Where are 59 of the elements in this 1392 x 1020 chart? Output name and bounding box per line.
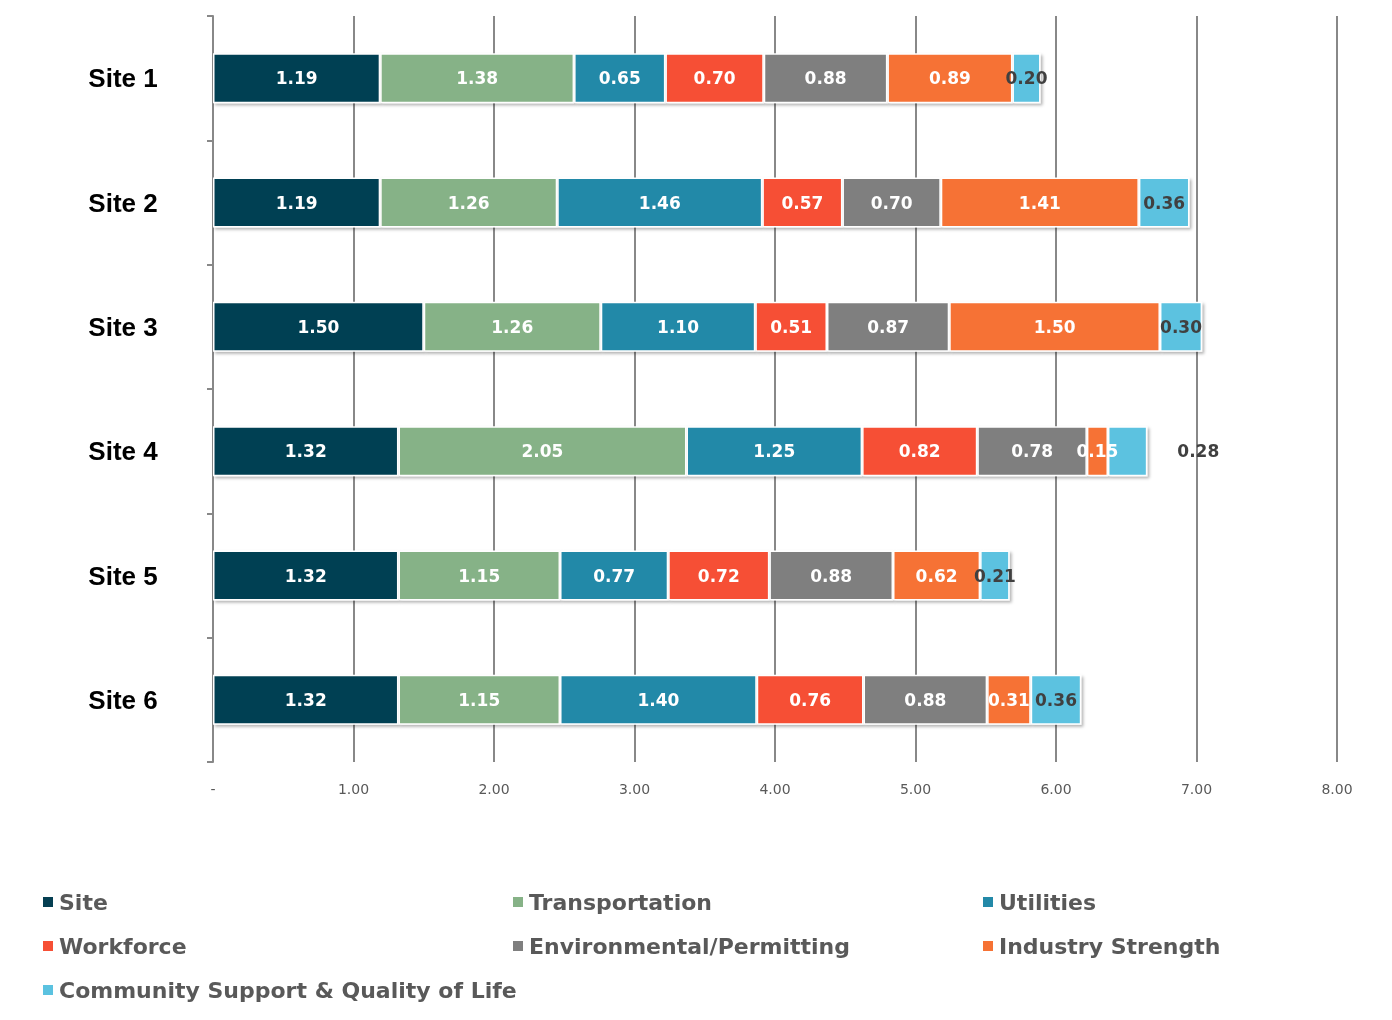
data-label: 1.32: [284, 689, 327, 710]
data-label: 0.36: [1035, 689, 1077, 710]
data-label: 0.70: [870, 192, 913, 213]
x-tick-label: 4.00: [759, 781, 791, 797]
data-label: 1.50: [1033, 316, 1076, 337]
data-label: 1.15: [458, 565, 501, 586]
y-tick-label: Site 5: [88, 560, 158, 591]
data-label: 1.46: [638, 192, 681, 213]
data-label: 0.89: [928, 68, 971, 89]
data-label: 1.50: [297, 316, 340, 337]
x-tick-label: 2.00: [478, 781, 510, 797]
data-label: 0.76: [789, 689, 832, 710]
legend-label: Workforce: [59, 933, 187, 959]
legend-label: Environmental/Permitting: [529, 933, 850, 959]
data-label: 0.70: [693, 68, 736, 89]
data-label: 1.26: [447, 192, 490, 213]
data-label: 1.41: [1018, 192, 1061, 213]
data-label: 0.15: [1076, 441, 1119, 462]
data-label: 1.25: [753, 441, 796, 462]
data-label: 0.88: [810, 565, 853, 586]
data-label: 0.51: [770, 316, 813, 337]
data-label: 1.19: [275, 68, 318, 89]
data-label: 0.87: [867, 316, 910, 337]
legend-label: Transportation: [529, 889, 712, 915]
data-label: 0.82: [898, 441, 941, 462]
x-tick-label: 7.00: [1180, 781, 1213, 797]
data-label: 0.57: [781, 192, 824, 213]
y-tick-label: Site 2: [88, 187, 158, 218]
data-label: 0.78: [1011, 441, 1054, 462]
y-tick-label: Site 6: [88, 684, 158, 715]
legend-label: Industry Strength: [999, 933, 1221, 959]
y-tick-label: Site 3: [88, 311, 158, 342]
x-tick-label: 3.00: [618, 781, 651, 797]
data-label: 0.65: [598, 68, 641, 89]
data-label: 0.77: [593, 565, 636, 586]
x-tick-label: -: [210, 781, 216, 797]
data-label: 1.40: [637, 689, 680, 710]
data-label: 1.32: [284, 441, 327, 462]
data-label: 0.88: [804, 68, 847, 89]
legend-label: Site: [59, 889, 108, 915]
data-label: 2.05: [521, 441, 564, 462]
data-label: 1.26: [491, 316, 534, 337]
data-label: 1.19: [275, 192, 318, 213]
data-label: 0.62: [915, 565, 958, 586]
data-label: 1.10: [657, 316, 700, 337]
data-label: 1.15: [458, 689, 501, 710]
legend-label: Community Support & Quality of Life: [59, 977, 517, 1003]
x-tick-label: 8.00: [1321, 781, 1353, 797]
legend-label: Utilities: [999, 889, 1097, 915]
data-label: 0.36: [1143, 192, 1186, 213]
x-tick-label: 6.00: [1040, 781, 1072, 797]
x-tick-label: 1.00: [337, 781, 370, 797]
data-label: 0.72: [697, 565, 740, 586]
y-tick-label: Site 1: [88, 63, 158, 94]
x-tick-label: 5.00: [899, 781, 932, 797]
data-label: 1.32: [284, 565, 327, 586]
y-tick-label: Site 4: [88, 436, 159, 467]
data-label: 0.88: [904, 689, 947, 710]
data-label: 1.38: [456, 68, 499, 89]
